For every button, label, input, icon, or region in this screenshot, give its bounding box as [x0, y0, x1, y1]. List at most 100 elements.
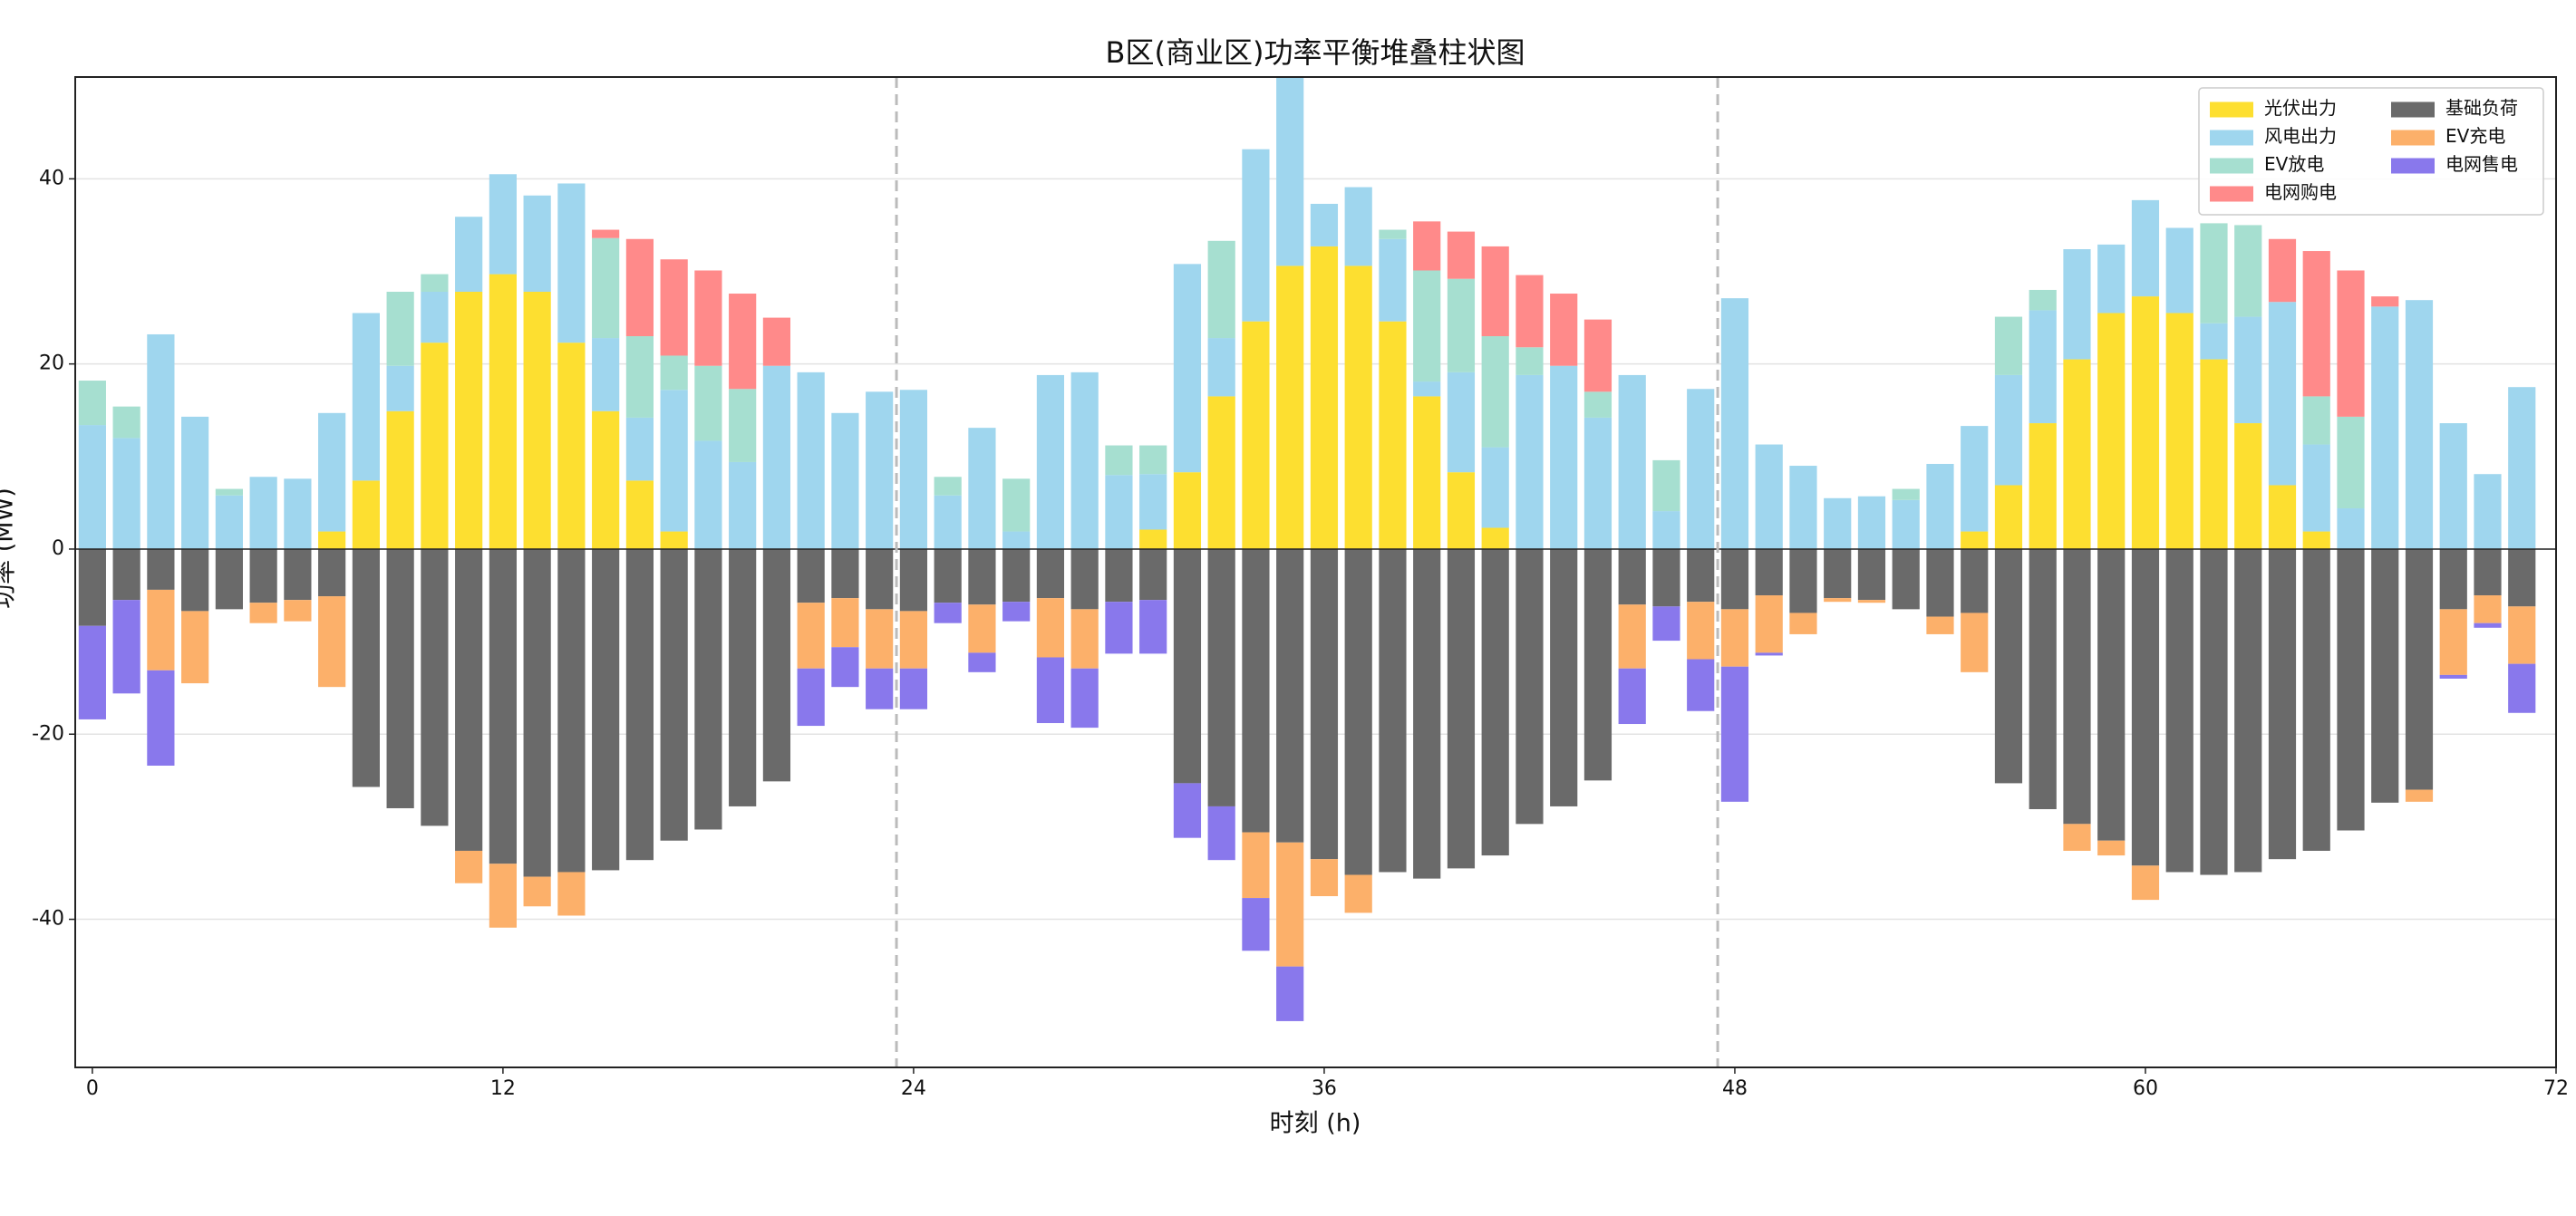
x-tick-label: 24 — [901, 1077, 926, 1100]
bar-segment — [1755, 444, 1783, 549]
bar-segment — [866, 609, 894, 669]
bar-segment — [729, 389, 757, 462]
bar-segment — [1447, 372, 1476, 473]
bar-segment — [1720, 666, 1749, 802]
bar-segment — [1139, 600, 1167, 654]
bar-segment — [1173, 472, 1202, 549]
bar-segment — [1207, 396, 1235, 549]
legend-label: 电网售电 — [2445, 153, 2518, 175]
bar-segment — [797, 668, 825, 727]
bar-segment — [1516, 347, 1544, 375]
bar-segment — [1070, 668, 1099, 729]
bar-segment — [2439, 674, 2467, 679]
bar-segment — [318, 531, 346, 549]
bar-segment — [1687, 659, 1715, 711]
bar-segment — [1413, 548, 1441, 879]
bar-segment — [557, 343, 586, 549]
bar-segment — [1173, 548, 1202, 784]
plot-area — [75, 77, 2556, 1067]
legend-swatch — [2210, 130, 2253, 146]
bar-segment — [866, 548, 894, 610]
bar-segment — [1961, 531, 1989, 549]
bar-segment — [1550, 294, 1578, 366]
bar-segment — [625, 548, 654, 861]
bar-segment — [2029, 289, 2057, 311]
bar-segment — [249, 603, 277, 623]
bar-segment — [2200, 223, 2228, 323]
bar-segment — [1583, 391, 1612, 418]
bar-segment — [1447, 278, 1476, 372]
bar-segment — [421, 548, 449, 826]
bar-segment — [1550, 548, 1578, 806]
bar-segment — [762, 365, 791, 549]
bar-segment — [2097, 840, 2126, 856]
bar-segment — [557, 548, 586, 873]
bar-segment — [455, 548, 483, 851]
bar-segment — [934, 477, 962, 496]
legend-label: EV充电 — [2445, 125, 2505, 147]
bar-segment — [147, 333, 175, 549]
bar-segment — [1139, 529, 1167, 549]
bar-segment — [1892, 488, 1920, 500]
bar-segment — [1379, 548, 1407, 873]
bar-segment — [1994, 316, 2023, 375]
bar-segment — [284, 478, 312, 549]
bar-segment — [2508, 606, 2536, 664]
y-tick-label: -40 — [32, 908, 64, 931]
bar-segment — [2268, 485, 2297, 549]
bar-segment — [181, 611, 209, 684]
bar-segment — [1447, 231, 1476, 279]
bar-segment — [592, 237, 620, 339]
bar-segment — [1994, 374, 2023, 486]
bar-segment — [2508, 548, 2536, 607]
bar-segment — [1413, 221, 1441, 271]
y-axis-label: 功率 (MW) — [0, 487, 19, 609]
y-tick-label: -20 — [32, 722, 64, 745]
bar-segment — [968, 548, 996, 605]
bar-segment — [1413, 381, 1441, 397]
bar-segment — [1720, 609, 1749, 667]
bar-segment — [2302, 251, 2330, 397]
bar-segment — [1207, 806, 1235, 861]
bar-segment — [1481, 548, 1509, 856]
bar-segment — [866, 391, 894, 549]
bar-segment — [2268, 302, 2297, 486]
bar-segment — [112, 600, 140, 694]
bar-segment — [1652, 511, 1680, 549]
bar-segment — [1242, 149, 1270, 322]
bar-segment — [968, 428, 996, 549]
bar-segment — [2405, 548, 2434, 790]
bar-segment — [899, 611, 928, 669]
bar-segment — [1002, 478, 1031, 532]
bar-segment — [797, 372, 825, 549]
bar-segment — [489, 274, 517, 549]
bar-segment — [1036, 657, 1065, 724]
bar-segment — [1173, 783, 1202, 838]
bar-segment — [2165, 227, 2193, 314]
bar-segment — [1824, 598, 1852, 603]
bar-segment — [1036, 374, 1065, 549]
bar-segment — [831, 412, 859, 549]
bar-segment — [1789, 466, 1817, 549]
bar-segment — [625, 238, 654, 337]
bar-segment — [1105, 445, 1133, 476]
bar-segment — [112, 548, 140, 601]
bar-segment — [1070, 548, 1099, 610]
bar-segment — [1961, 613, 1989, 672]
bar-segment — [1207, 548, 1235, 806]
bar-segment — [1926, 616, 1954, 634]
bar-segment — [1344, 187, 1372, 266]
bar-segment — [1139, 474, 1167, 530]
bar-segment — [660, 259, 688, 356]
bar-segment — [797, 548, 825, 603]
bar-segment — [1618, 668, 1646, 725]
bar-segment — [1413, 270, 1441, 382]
bar-segment — [2371, 548, 2399, 803]
bar-segment — [489, 864, 517, 928]
bar-segment — [421, 274, 449, 292]
legend-label: 基础负荷 — [2445, 97, 2518, 119]
bar-segment — [1310, 859, 1339, 897]
bar-segment — [249, 548, 277, 603]
bar-segment — [866, 668, 894, 709]
bar-segment — [1550, 365, 1578, 549]
